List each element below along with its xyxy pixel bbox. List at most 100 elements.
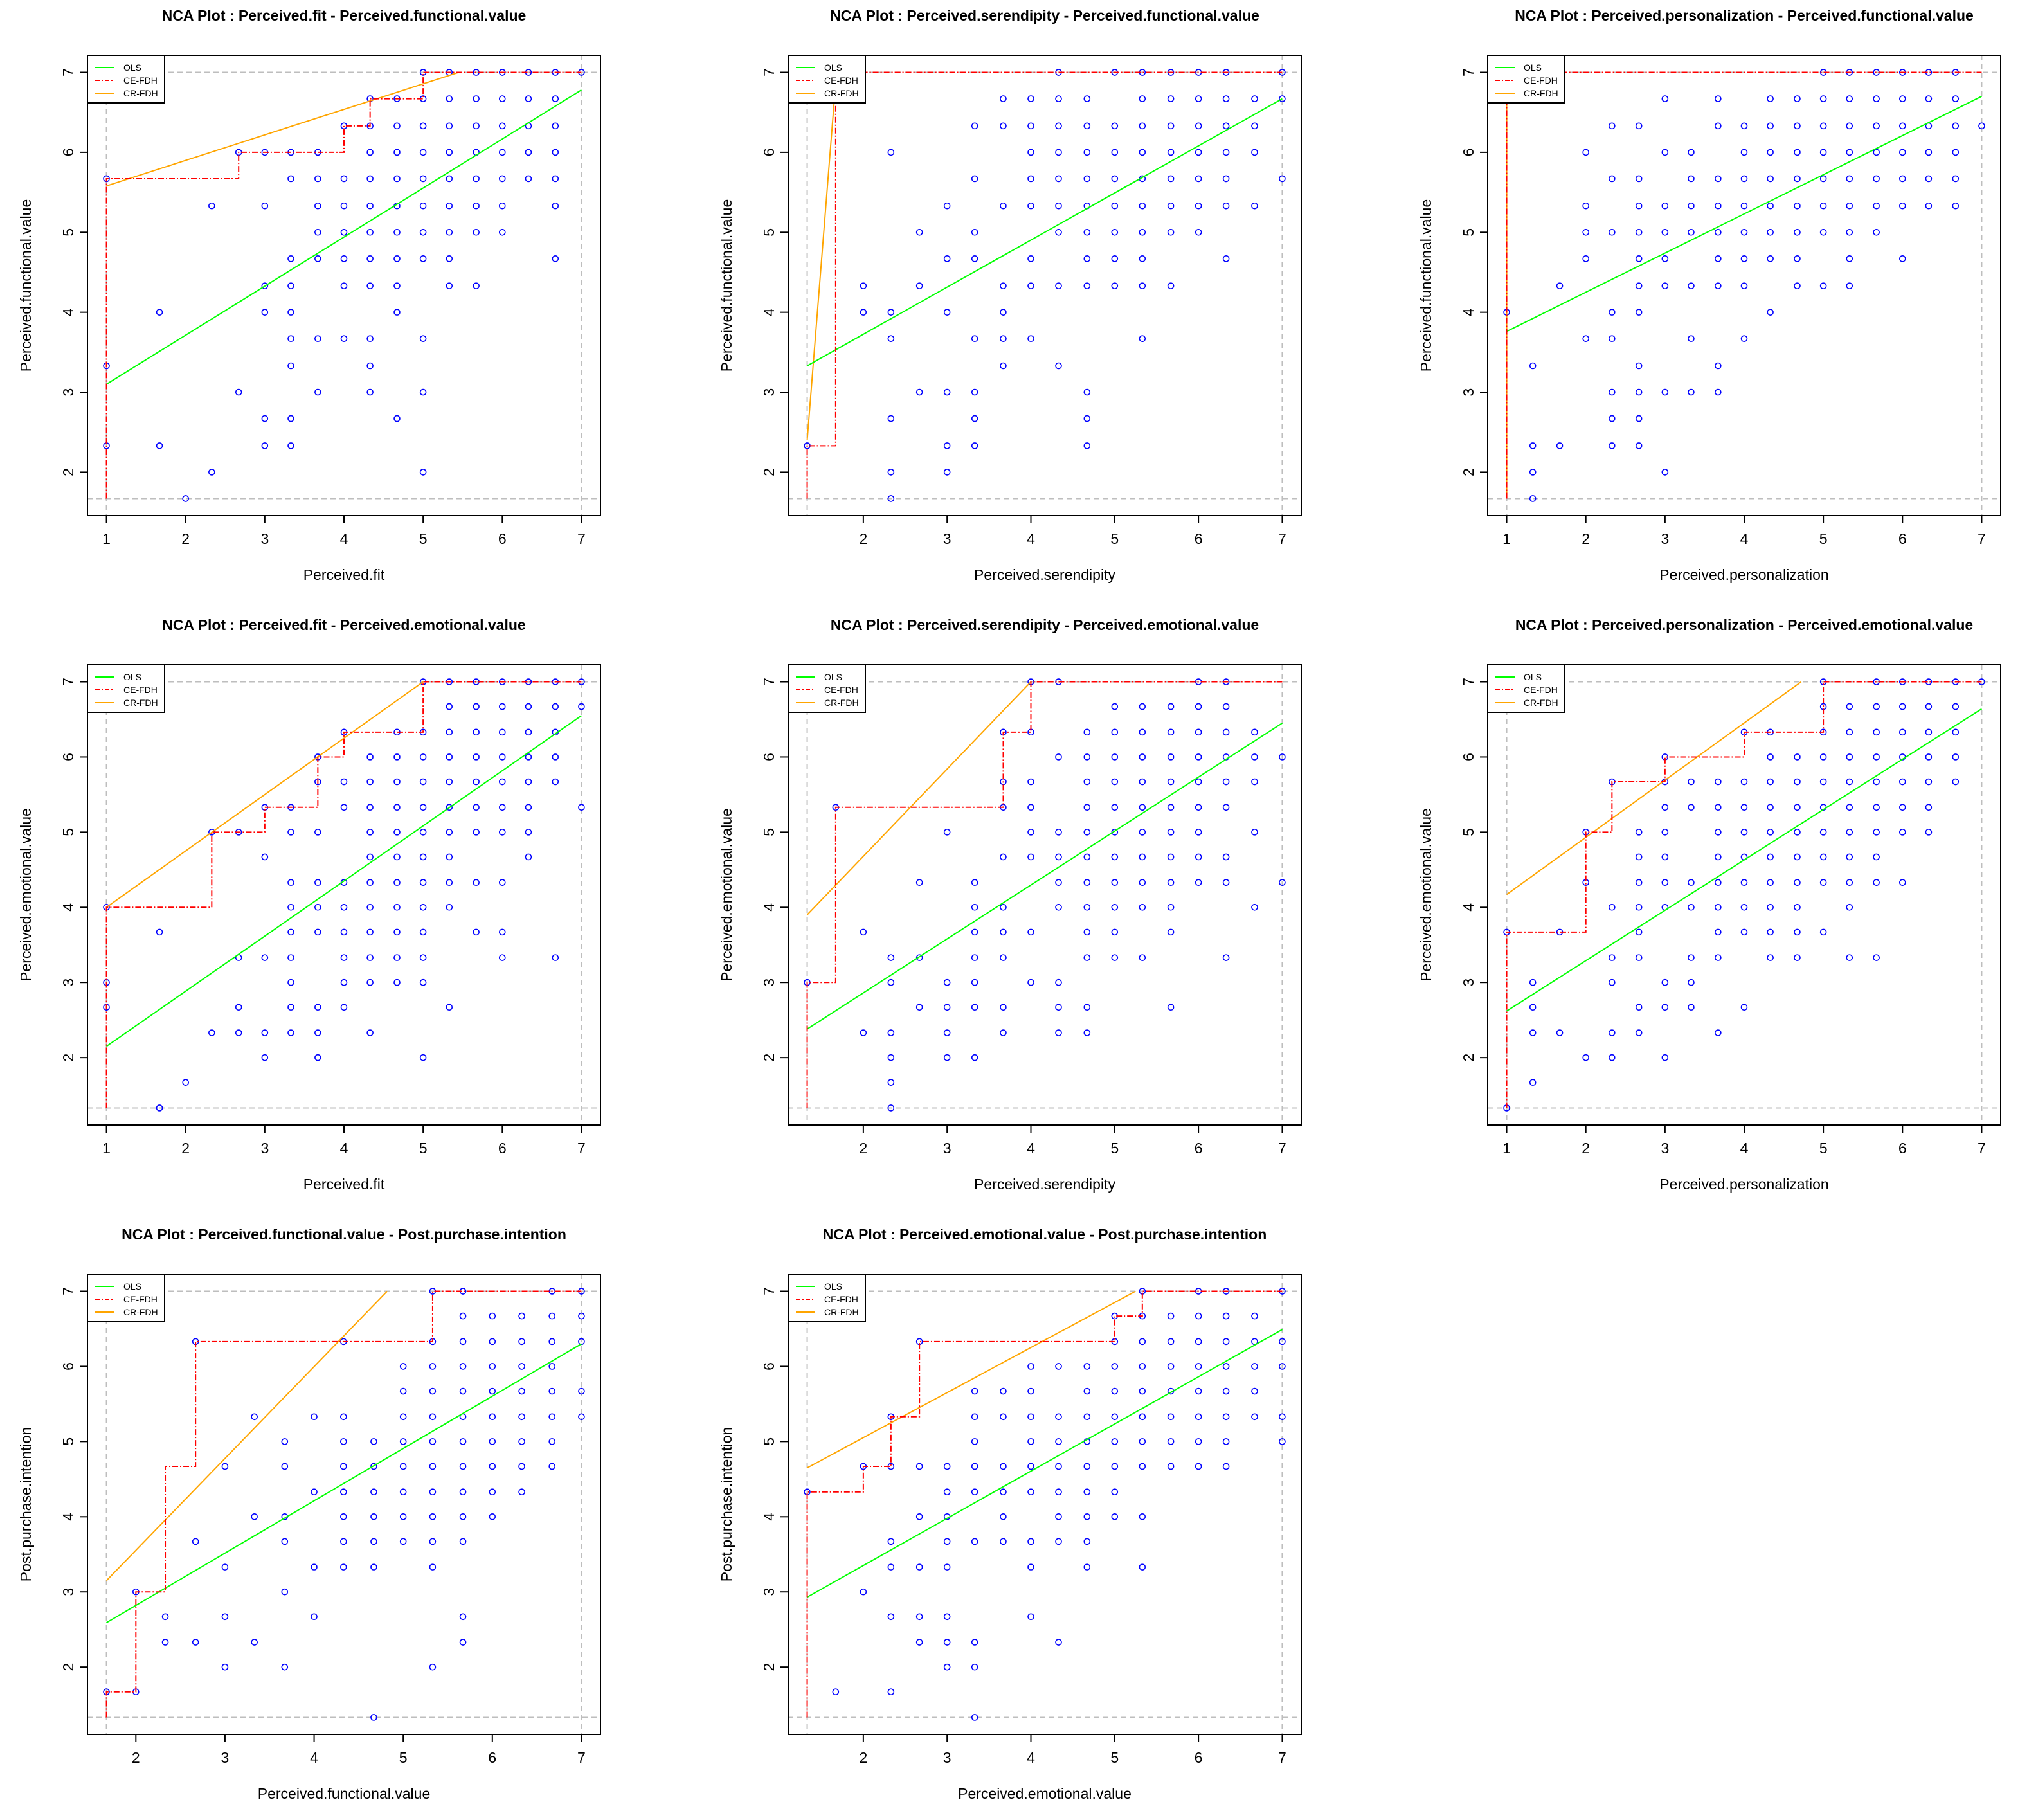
data-point: [1740, 149, 1748, 156]
data-point: [1167, 1438, 1175, 1445]
nca-plot-8: NCA Plot : Perceived.emotional.value - P…: [718, 1226, 1302, 1802]
data-point: [1222, 853, 1230, 861]
y-tick-label: 7: [1460, 678, 1477, 686]
data-point: [915, 1463, 923, 1470]
data-point: [1139, 228, 1146, 236]
data-point: [1846, 804, 1853, 811]
data-point: [1139, 703, 1146, 710]
data-point: [429, 1538, 437, 1545]
y-tick-label: 4: [60, 903, 77, 912]
data-point: [208, 1029, 215, 1036]
data-point: [887, 1079, 895, 1086]
data-point: [1222, 804, 1230, 811]
data-point: [419, 175, 427, 183]
data-point: [1898, 122, 1906, 130]
data-point: [446, 282, 453, 289]
x-tick-label: 5: [1819, 1140, 1828, 1157]
data-point: [943, 829, 951, 836]
x-tick-label: 5: [399, 1749, 408, 1766]
data-point: [1846, 903, 1853, 911]
data-point: [366, 362, 374, 370]
data-point: [393, 879, 401, 887]
data-point: [366, 978, 374, 986]
data-point: [1279, 1338, 1286, 1346]
data-point: [1767, 778, 1774, 786]
x-tick-label: 7: [1978, 530, 1986, 547]
data-point: [578, 804, 585, 811]
data-point: [459, 1513, 467, 1520]
legend-label-cr-fdh: CR-FDH: [824, 88, 859, 98]
data-point: [1740, 1004, 1748, 1011]
data-point: [1794, 175, 1801, 183]
data-point: [1195, 1438, 1202, 1445]
data-point: [1898, 778, 1906, 786]
data-point: [1027, 778, 1034, 786]
data-point: [1582, 202, 1590, 210]
data-point: [1873, 879, 1880, 887]
data-point: [1767, 879, 1774, 887]
data-point: [915, 1613, 923, 1621]
data-point: [1635, 954, 1643, 961]
y-tick-label: 6: [60, 149, 77, 157]
data-point: [429, 1438, 437, 1445]
data-point: [1027, 122, 1034, 130]
data-point: [1251, 753, 1258, 761]
data-point: [1279, 1363, 1286, 1370]
data-point: [1846, 255, 1853, 262]
y-axis-label: Perceived.functional.value: [17, 199, 34, 372]
data-point: [1715, 903, 1722, 911]
y-tick-label: 3: [761, 388, 777, 397]
data-point: [1529, 978, 1537, 986]
data-point: [915, 954, 923, 961]
data-point: [1027, 1387, 1034, 1395]
data-point: [1556, 442, 1564, 449]
data-point: [1055, 362, 1062, 370]
legend-label-ce-fdh: CE-FDH: [824, 1294, 858, 1304]
data-point: [1609, 122, 1616, 130]
data-point: [1819, 175, 1827, 183]
data-point: [287, 362, 294, 370]
data-point: [498, 95, 506, 102]
ols-line: [807, 722, 1283, 1030]
data-point: [393, 954, 401, 961]
data-point: [340, 1438, 347, 1445]
data-point: [1529, 1004, 1537, 1011]
data-point: [860, 282, 867, 289]
y-axis-label: Perceived.emotional.value: [1418, 808, 1434, 982]
data-point: [552, 703, 559, 710]
data-point: [498, 703, 506, 710]
data-point: [943, 1054, 951, 1061]
x-tick-label: 4: [1027, 1749, 1035, 1766]
data-point: [498, 954, 506, 961]
data-point: [314, 928, 321, 936]
data-point: [370, 1488, 377, 1496]
data-point: [1055, 1488, 1062, 1496]
x-axis-label: Perceived.personalization: [1659, 1176, 1828, 1193]
y-tick-label: 7: [761, 678, 777, 686]
data-point: [832, 1688, 840, 1696]
data-point: [1167, 728, 1175, 736]
data-point: [943, 1613, 951, 1621]
data-point: [1873, 228, 1880, 236]
data-point: [1055, 95, 1062, 102]
data-point: [1609, 978, 1616, 986]
data-point: [399, 1463, 407, 1470]
data-point: [446, 703, 453, 710]
data-point: [1055, 1538, 1062, 1545]
data-point: [340, 903, 348, 911]
data-point: [1661, 1054, 1669, 1061]
data-point: [518, 1312, 525, 1320]
data-point: [1139, 1338, 1146, 1346]
data-point: [1055, 1029, 1062, 1036]
y-tick-label: 5: [1460, 828, 1477, 836]
data-point: [887, 415, 895, 422]
data-point: [1952, 703, 1960, 710]
data-point: [1767, 928, 1774, 936]
x-tick-label: 7: [1278, 1140, 1286, 1157]
data-point: [221, 1463, 229, 1470]
data-point: [1873, 804, 1880, 811]
legend-box: [788, 664, 866, 713]
data-point: [314, 1004, 321, 1011]
data-point: [1027, 1463, 1034, 1470]
x-tick-label: 1: [102, 1140, 111, 1157]
